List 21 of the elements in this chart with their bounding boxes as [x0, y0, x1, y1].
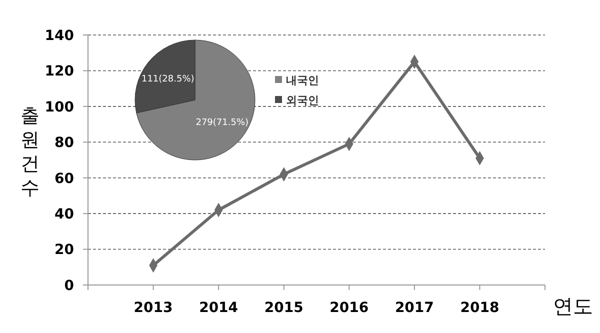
- x-tick-label: 2016: [330, 300, 369, 316]
- y-axis-title: 출원건수: [20, 105, 40, 199]
- y-tick-label: 140: [44, 28, 74, 44]
- x-tick-label: 2014: [199, 300, 238, 316]
- y-tick-label: 40: [54, 206, 74, 222]
- legend-label: 외국인: [286, 94, 319, 107]
- legend-label: 내국인: [286, 74, 319, 87]
- y-tick-label: 100: [44, 99, 74, 116]
- pie-slice: [136, 40, 256, 160]
- y-tick-label: 0: [64, 278, 74, 294]
- y-tick-label: 60: [54, 170, 74, 187]
- x-axis-title: 연도: [553, 294, 593, 318]
- x-tick-label: 2017: [394, 300, 434, 316]
- y-tick-label: 120: [44, 64, 74, 80]
- x-tick-label: 2013: [134, 300, 173, 316]
- data-label: 111(28.5%): [141, 74, 194, 84]
- y-tick-label: 80: [54, 135, 74, 152]
- y-tick-label: 20: [54, 242, 74, 258]
- x-tick-label: 2015: [264, 300, 304, 316]
- x-tick-label: 2018: [460, 300, 500, 316]
- data-label: 279(71.5%): [196, 118, 249, 128]
